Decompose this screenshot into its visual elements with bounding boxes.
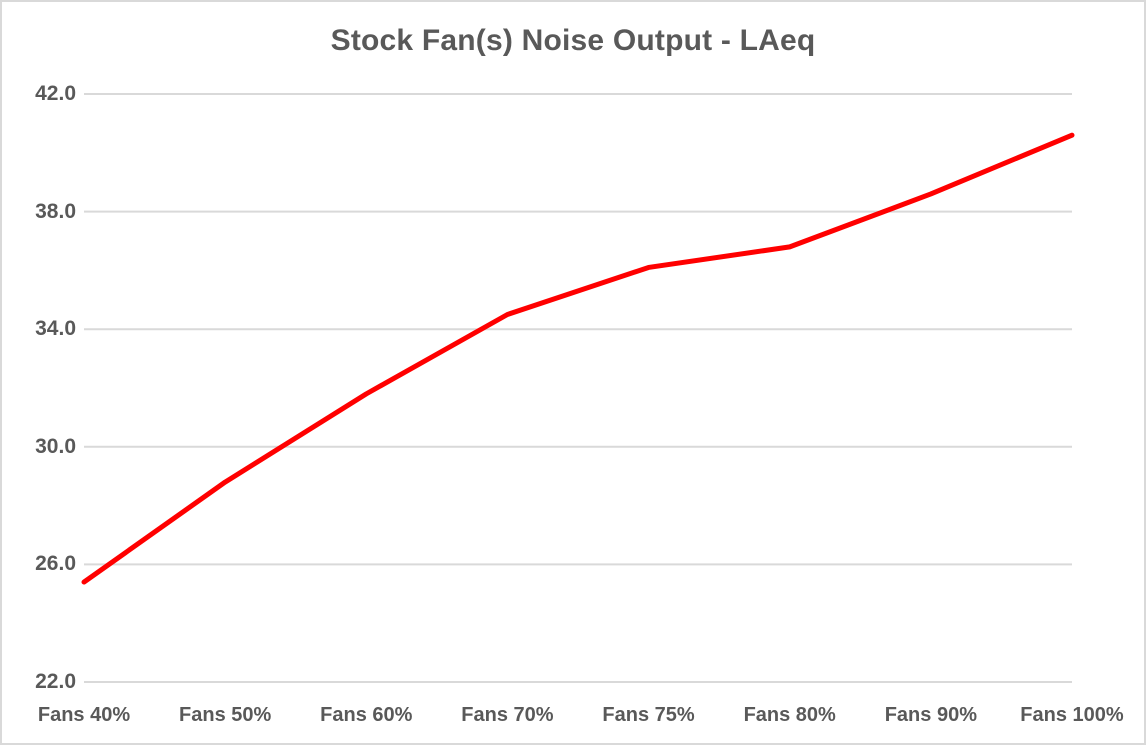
series-line-laeq [81, 132, 1075, 585]
y-tick-label: 38.0 [35, 199, 76, 223]
y-tick-label: 34.0 [35, 317, 76, 341]
y-tick-label: 22.0 [35, 670, 76, 693]
x-tick-label: Fans 50% [179, 704, 272, 726]
line-chart-svg [81, 93, 1075, 683]
y-tick-label: 42.0 [35, 82, 76, 105]
x-tick-label: Fans 70% [461, 704, 554, 726]
x-tick-label: Fans 90% [884, 704, 977, 726]
chart-title: Stock Fan(s) Noise Output - LAeq [330, 24, 816, 57]
y-tick-label: 26.0 [35, 552, 76, 576]
x-tick-label: Fans 60% [320, 704, 413, 726]
plot-area [81, 93, 1075, 683]
x-tick-label: Fans 100% [1020, 704, 1124, 726]
x-tick-label: Fans 40% [37, 704, 131, 726]
x-tick-label: Fans 75% [602, 704, 695, 726]
x-tick-label: Fans 80% [743, 704, 836, 726]
x-axis-labels: Fans 40% Fans 50% Fans 60% Fans 70% Fans 75%… [38, 704, 1124, 734]
y-axis-labels: 42.0 38.0 34.0 30.0 26.0 22.0 [2, 82, 76, 693]
y-tick-label: 30.0 [35, 434, 76, 458]
